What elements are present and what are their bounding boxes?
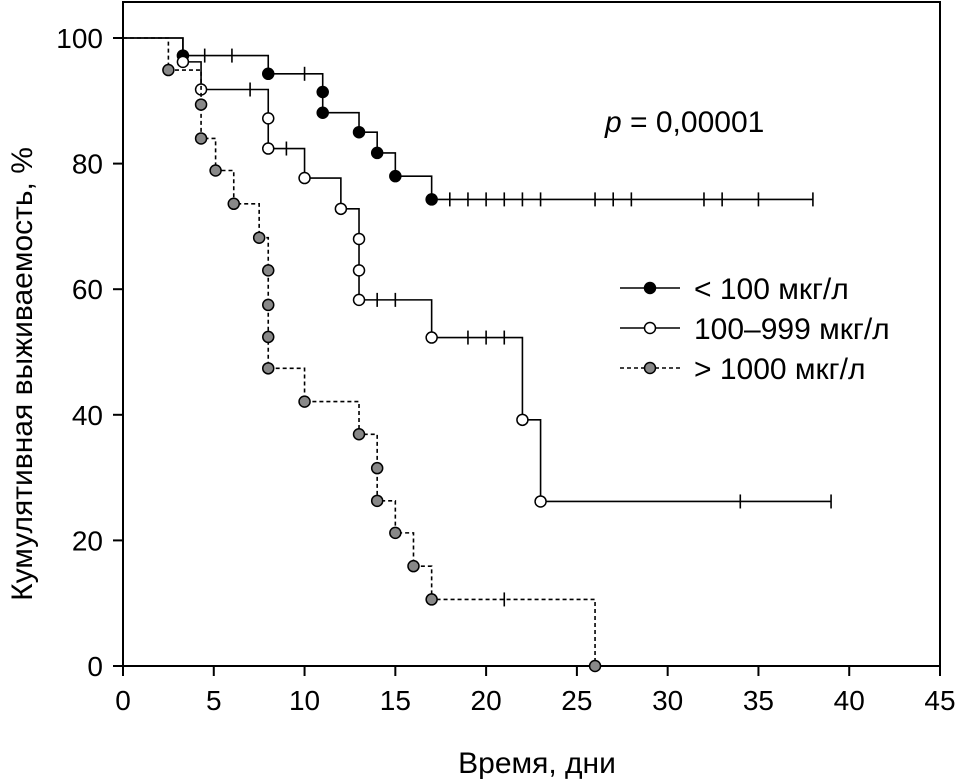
event-marker bbox=[261, 264, 275, 277]
legend-marker bbox=[643, 321, 657, 335]
series-3 bbox=[123, 37, 602, 673]
event-marker bbox=[389, 169, 402, 183]
event-marker bbox=[209, 164, 222, 177]
p-value-text: = 0,00001 bbox=[622, 106, 765, 139]
y-tick-label: 80 bbox=[72, 149, 103, 180]
plot-frame bbox=[122, 1, 941, 667]
event-marker bbox=[425, 593, 438, 606]
y-tick-label: 100 bbox=[56, 23, 103, 54]
event-marker bbox=[298, 171, 311, 185]
p-value-symbol: p bbox=[604, 106, 622, 139]
x-tick-label: 10 bbox=[289, 685, 320, 716]
event-marker bbox=[334, 202, 348, 216]
event-marker bbox=[389, 526, 402, 540]
legend-label: 100–999 мкг/л bbox=[694, 313, 890, 346]
event-marker bbox=[352, 232, 366, 246]
legend: < 100 мкг/л 100–999 мкг/л > 1000 мкг/л bbox=[620, 273, 890, 386]
survival-curve bbox=[123, 37, 813, 201]
x-tick-label: 5 bbox=[206, 685, 222, 716]
event-marker bbox=[227, 197, 240, 211]
x-axis-title: Время, дни bbox=[458, 747, 616, 780]
y-tick-label: 0 bbox=[87, 651, 103, 682]
event-marker bbox=[194, 98, 208, 111]
event-marker bbox=[162, 63, 175, 77]
x-tick-label: 15 bbox=[380, 685, 411, 716]
y-tick-label: 60 bbox=[72, 274, 103, 305]
x-tick-label: 0 bbox=[115, 685, 131, 716]
event-marker bbox=[298, 395, 311, 408]
x-tick-label: 20 bbox=[471, 685, 502, 716]
x-tick-label: 45 bbox=[924, 685, 955, 716]
event-marker bbox=[261, 112, 275, 125]
event-marker bbox=[370, 494, 384, 508]
event-marker bbox=[352, 264, 366, 277]
event-marker bbox=[352, 293, 366, 307]
event-marker bbox=[316, 85, 329, 99]
legend-label: < 100 мкг/л bbox=[694, 273, 849, 306]
y-axis-title: Кумулятивная выживаемость, % bbox=[6, 147, 39, 601]
x-tick-label: 25 bbox=[561, 685, 592, 716]
x-tick-label: 35 bbox=[743, 685, 774, 716]
event-marker bbox=[425, 331, 438, 344]
event-marker bbox=[425, 193, 438, 206]
y-tick-label: 40 bbox=[72, 400, 103, 431]
event-marker bbox=[261, 330, 275, 344]
series-2 bbox=[123, 37, 832, 509]
event-marker bbox=[176, 55, 190, 69]
event-marker bbox=[261, 142, 275, 155]
p-value-annotation: p = 0,00001 bbox=[604, 106, 764, 139]
event-marker bbox=[252, 231, 266, 244]
x-tick-label: 30 bbox=[652, 685, 683, 716]
event-marker bbox=[534, 495, 547, 508]
axis-ticks: 0 5 10 15 20 25 30 35 40 45 0 20 40 60 80 100 bbox=[56, 23, 955, 716]
series-layer bbox=[123, 37, 832, 673]
event-marker bbox=[370, 146, 384, 160]
x-tick-label: 40 bbox=[834, 685, 865, 716]
event-marker bbox=[194, 132, 208, 145]
legend-label: > 1000 мкг/л bbox=[694, 353, 865, 386]
event-marker bbox=[352, 428, 366, 441]
event-marker bbox=[352, 125, 366, 139]
event-marker bbox=[261, 298, 275, 312]
legend-marker bbox=[643, 361, 657, 375]
event-marker bbox=[407, 559, 420, 573]
event-marker bbox=[261, 67, 275, 81]
event-marker bbox=[516, 413, 529, 427]
legend-marker bbox=[643, 281, 657, 295]
y-tick-label: 20 bbox=[72, 525, 103, 556]
event-marker bbox=[316, 106, 329, 119]
event-marker bbox=[370, 461, 384, 475]
event-marker bbox=[261, 362, 275, 375]
series-1 bbox=[123, 37, 814, 207]
event-marker bbox=[588, 659, 602, 673]
